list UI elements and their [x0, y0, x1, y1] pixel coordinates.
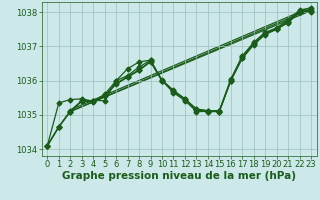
X-axis label: Graphe pression niveau de la mer (hPa): Graphe pression niveau de la mer (hPa) — [62, 171, 296, 181]
